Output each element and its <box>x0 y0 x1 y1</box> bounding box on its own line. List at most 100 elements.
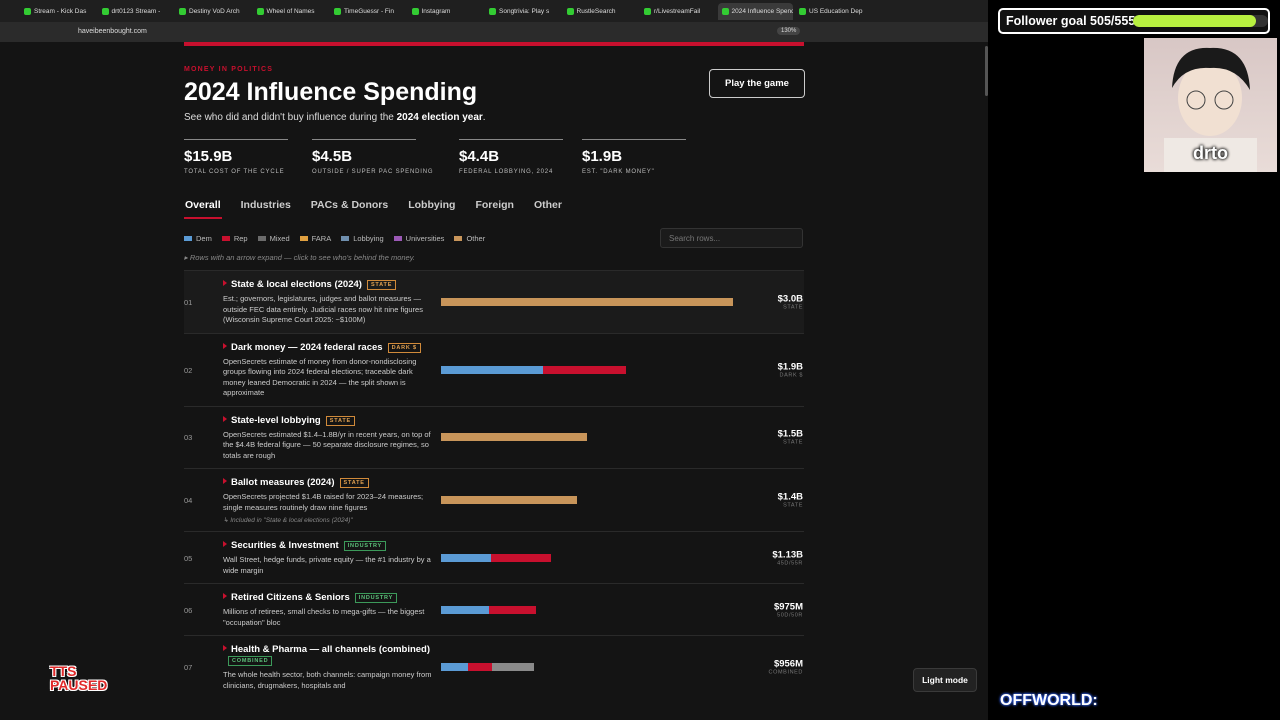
legend-item: Mixed <box>257 234 290 243</box>
tab-icon <box>411 8 419 15</box>
browser-tab[interactable]: RustleSearch <box>563 3 638 20</box>
browser-tab[interactable]: drt0123 Stream - <box>98 3 173 20</box>
legend-swatch <box>341 236 350 241</box>
stat: $4.4B FEDERAL LOBBYING, 2024 <box>459 139 563 175</box>
table-row[interactable]: 01 State & local elections (2024) STATE Est… <box>184 270 804 333</box>
tts-status: TTS PAUSED <box>50 664 107 692</box>
bar <box>441 297 733 306</box>
browser-tab[interactable]: TimeGuessr - Fin <box>330 3 405 20</box>
table-row[interactable]: 03 State-level lobbying STATE OpenSecrets e… <box>184 405 804 469</box>
goal-label: Follower goal <box>1006 14 1087 28</box>
stat-value: $15.9B <box>184 148 233 165</box>
scrollbar[interactable] <box>985 46 988 96</box>
rank: 04 <box>184 496 193 505</box>
amount-sub: DARK $ <box>779 372 803 378</box>
row-text: Health & Pharma — all channels (combined… <box>223 644 433 691</box>
row-title-line: Retired Citizens & Seniors INDUSTRY <box>223 592 433 603</box>
nav-tabs: Overall Industries PACs & Donors Lobbying Fo… <box>184 198 581 219</box>
table-row[interactable]: 05 Securities & Investment INDUSTRY Wall St… <box>184 531 804 583</box>
row-text: State-level lobbying STATE OpenSecrets est… <box>223 415 433 462</box>
browser-tab[interactable]: Songtrivia: Play s <box>485 3 560 20</box>
bar-segment <box>490 553 551 562</box>
row-desc: OpenSecrets estimated $1.4–1.8B/yr in re… <box>223 429 431 460</box>
tab-icon <box>256 8 264 15</box>
stat: $1.9B EST. "DARK MONEY" <box>582 139 686 175</box>
table-row[interactable]: 04 Ballot measures (2024) STATE OpenSecrets… <box>184 468 804 531</box>
cam-name: drto <box>1193 143 1228 163</box>
bar-segment <box>441 297 733 306</box>
nav-tab[interactable]: Industries <box>240 199 291 211</box>
row-text: Ballot measures (2024) STATE OpenSecrets p… <box>223 477 433 524</box>
amount: $1.13B 45D/55R <box>772 549 803 566</box>
nav-tab[interactable]: Foreign <box>475 199 514 211</box>
amount: $956M COMBINED <box>769 659 803 676</box>
light-mode-button[interactable]: Light mode <box>913 668 977 692</box>
amount-sub: STATE <box>783 502 803 509</box>
subtitle-text: See who did and didn't buy influence dur… <box>184 112 397 123</box>
legend-label: Dem <box>196 234 212 243</box>
url[interactable]: haveibeenbought.com <box>78 28 147 35</box>
row-title: State & local elections (2024) <box>231 279 362 290</box>
bar <box>441 553 551 562</box>
browser-tab[interactable]: Wheel of Names <box>253 3 328 20</box>
table-row[interactable]: 02 Dark money — 2024 federal races DARK $ O… <box>184 332 804 406</box>
address-bar: haveibeenbought.com 130% <box>0 22 988 42</box>
legend-swatch <box>393 236 402 241</box>
nav-tab[interactable]: Lobbying <box>408 199 456 211</box>
row-desc: Wall Street, hedge funds, private equity… <box>223 555 431 575</box>
badge: INDUSTRY <box>343 541 387 551</box>
browser-tab[interactable]: Stream - Kick Das <box>20 3 95 20</box>
browser-tab[interactable]: Destiny VoD Arch <box>175 3 250 20</box>
play-button[interactable]: Play the game <box>709 69 805 98</box>
goal-track <box>1133 15 1268 27</box>
amount-value: $1.9B <box>777 361 803 372</box>
follower-goal: Follower goal 505/555 <box>998 8 1270 34</box>
rank: 07 <box>184 663 193 672</box>
table-row[interactable]: 07 Health & Pharma — all channels (combin… <box>184 635 804 698</box>
amount: $1.9B DARK $ <box>778 361 803 378</box>
browser-tab[interactable]: 2024 Influence Spend <box>717 3 793 20</box>
browser-window: Stream - Kick Das drt0123 Stream - Destiny… <box>0 0 988 720</box>
subtitle-bold: 2024 election year <box>396 112 483 123</box>
search-input[interactable]: Search rows... <box>660 228 803 248</box>
browser-tab[interactable]: US Education Dep <box>795 3 870 20</box>
row-desc: Millions of retirees, small checks to me… <box>223 607 425 627</box>
legend-label: Rep <box>233 234 248 243</box>
amount-sub: STATE <box>783 304 803 311</box>
browser-tab[interactable]: r/LivestreamFail <box>640 3 715 20</box>
row-desc: The whole health sector, both channels: … <box>223 670 432 690</box>
badge: STATE <box>366 280 397 290</box>
webcam: drto <box>1144 38 1277 172</box>
tab-icon <box>799 8 806 15</box>
row-title-line: Ballot measures (2024) STATE <box>223 477 433 488</box>
row-title: Ballot measures (2024) <box>231 477 335 488</box>
badge: STATE <box>325 415 355 426</box>
nav-tab[interactable]: Other <box>533 199 562 211</box>
tab-icon <box>644 8 651 15</box>
zoom-level[interactable]: 130% <box>777 27 801 35</box>
bar-segment <box>488 605 537 614</box>
legend-item: Universities <box>393 234 444 243</box>
tab-icon <box>24 8 31 15</box>
bar-segment <box>441 365 544 374</box>
row-text: Securities & Investment INDUSTRY Wall Stre… <box>223 540 433 576</box>
rank: 06 <box>184 605 193 615</box>
goal-target: 555 <box>1114 14 1136 28</box>
row-title-line: State & local elections (2024) STATE <box>223 279 433 290</box>
avatar <box>1164 47 1257 172</box>
goal-fill <box>1133 15 1256 27</box>
amount-sub: STATE <box>783 439 803 446</box>
row-title: Dark money — 2024 federal races <box>231 341 383 353</box>
goal-current: 505 <box>1090 14 1111 28</box>
legend-item: FARA <box>299 234 331 243</box>
amount-sub: 50D/50R <box>777 612 803 618</box>
bar <box>441 663 535 671</box>
nav-tab[interactable]: PACs & Donors <box>310 199 389 211</box>
nav-tab[interactable]: Overall <box>184 198 222 219</box>
tab-icon <box>566 8 574 15</box>
table-row[interactable]: 06 Retired Citizens & Seniors INDUSTRY Mill… <box>184 583 804 635</box>
row-note: ↳ Included in "State & local elections (… <box>223 517 353 524</box>
tab-icon <box>334 8 341 15</box>
bar-segment <box>468 663 492 671</box>
browser-tab[interactable]: Instagram <box>408 3 483 20</box>
